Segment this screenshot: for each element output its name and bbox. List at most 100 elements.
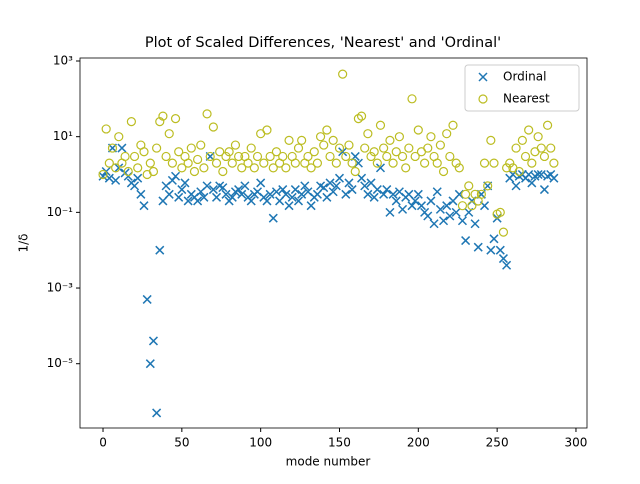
- point: [372, 185, 382, 195]
- point: [237, 189, 247, 199]
- point: [129, 151, 140, 162]
- point: [174, 192, 184, 202]
- point: [246, 196, 256, 206]
- legend-marker: [478, 72, 488, 82]
- point: [309, 147, 319, 157]
- point: [338, 147, 348, 157]
- point: [546, 143, 556, 153]
- point: [297, 189, 307, 199]
- point: [366, 151, 376, 162]
- point: [183, 158, 193, 168]
- x-tick-label: 200: [407, 436, 430, 450]
- y-tick-label: 10⁻⁵: [47, 356, 74, 370]
- point: [341, 189, 351, 199]
- point: [391, 147, 401, 157]
- point: [542, 120, 553, 130]
- point: [334, 143, 345, 153]
- point: [420, 158, 430, 168]
- point: [306, 201, 316, 211]
- point: [382, 185, 392, 195]
- point: [511, 143, 521, 153]
- point: [293, 143, 304, 153]
- point: [268, 213, 278, 223]
- point: [347, 158, 357, 168]
- point: [98, 171, 108, 181]
- point: [473, 242, 483, 252]
- point: [334, 173, 345, 183]
- point: [397, 151, 408, 162]
- point: [278, 185, 288, 195]
- legend: [464, 64, 580, 112]
- point: [142, 294, 152, 304]
- point: [328, 187, 338, 197]
- point: [404, 143, 414, 153]
- point: [331, 181, 341, 191]
- point: [398, 204, 408, 214]
- point: [262, 125, 272, 135]
- point: [111, 175, 121, 185]
- point: [388, 158, 398, 168]
- point: [319, 140, 329, 150]
- point: [432, 187, 442, 197]
- point: [476, 189, 486, 199]
- x-tick-label: 150: [328, 436, 351, 450]
- point: [126, 117, 136, 127]
- point: [429, 219, 439, 229]
- point: [262, 196, 272, 206]
- point: [539, 151, 550, 162]
- point: [442, 201, 452, 211]
- point: [152, 143, 162, 153]
- point: [410, 196, 420, 206]
- legend-label: Ordinal: [503, 70, 546, 84]
- point: [221, 151, 231, 162]
- point: [111, 163, 121, 173]
- point: [252, 151, 263, 162]
- point: [533, 169, 543, 180]
- point: [379, 189, 389, 199]
- point: [498, 227, 509, 237]
- point: [170, 114, 181, 124]
- point: [265, 151, 275, 162]
- point: [139, 201, 149, 211]
- point: [164, 129, 174, 139]
- point: [123, 166, 133, 177]
- point: [416, 201, 426, 211]
- point: [520, 151, 531, 162]
- point: [505, 158, 515, 168]
- point: [218, 183, 228, 193]
- point: [293, 196, 304, 206]
- point: [445, 151, 455, 162]
- point: [107, 143, 118, 153]
- point: [357, 173, 367, 183]
- point: [249, 163, 259, 173]
- point: [271, 147, 282, 157]
- point: [451, 158, 461, 168]
- point: [407, 94, 417, 104]
- point: [379, 143, 389, 153]
- point: [461, 189, 471, 199]
- point: [423, 143, 433, 153]
- point: [224, 147, 234, 157]
- point: [353, 114, 364, 124]
- point: [439, 216, 449, 226]
- point: [155, 117, 165, 127]
- point: [230, 140, 241, 150]
- point: [281, 189, 291, 199]
- point: [193, 196, 203, 206]
- point: [438, 166, 449, 177]
- x-axis-label: mode number: [286, 455, 371, 469]
- y-axis-label: 1/δ: [17, 233, 31, 252]
- point: [360, 143, 370, 153]
- point: [303, 151, 313, 162]
- point: [136, 189, 146, 199]
- point: [401, 163, 411, 173]
- point: [322, 125, 332, 135]
- point: [152, 408, 162, 418]
- point: [281, 163, 291, 173]
- point: [196, 140, 206, 150]
- point: [114, 163, 124, 173]
- point: [193, 154, 203, 165]
- point: [410, 151, 420, 162]
- point: [356, 111, 367, 121]
